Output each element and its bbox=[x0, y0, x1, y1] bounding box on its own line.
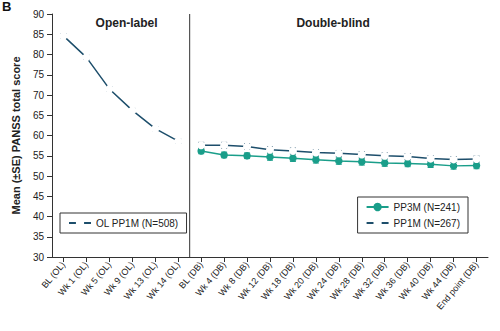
svg-text:Wk 1 (OL): Wk 1 (OL) bbox=[56, 259, 91, 298]
svg-text:Wk 14 (OL): Wk 14 (OL) bbox=[145, 260, 182, 302]
svg-text:45: 45 bbox=[33, 191, 45, 202]
svg-text:Wk 24 (DB): Wk 24 (DB) bbox=[305, 259, 343, 302]
svg-text:Wk 20 (DB): Wk 20 (DB) bbox=[282, 259, 320, 302]
svg-text:50: 50 bbox=[33, 171, 45, 182]
svg-text:Double-blind: Double-blind bbox=[296, 16, 369, 30]
svg-text:Wk 32 (DB): Wk 32 (DB) bbox=[351, 259, 389, 302]
svg-text:Wk 8 (DB): Wk 8 (DB) bbox=[216, 259, 251, 298]
svg-text:Wk 44 (DB): Wk 44 (DB) bbox=[419, 259, 458, 302]
svg-text:B: B bbox=[2, 0, 11, 14]
svg-text:85: 85 bbox=[33, 29, 45, 40]
svg-text:Wk 18 (DB): Wk 18 (DB) bbox=[259, 259, 297, 302]
svg-text:BL (DB): BL (DB) bbox=[177, 259, 205, 291]
svg-text:End point (DB): End point (DB) bbox=[435, 260, 481, 312]
svg-text:Wk 28 (DB): Wk 28 (DB) bbox=[328, 259, 366, 302]
svg-text:80: 80 bbox=[33, 49, 45, 60]
svg-text:Wk 5 (OL): Wk 5 (OL) bbox=[79, 259, 114, 298]
svg-text:30: 30 bbox=[33, 252, 45, 263]
svg-text:PP1M (N=267): PP1M (N=267) bbox=[394, 218, 460, 229]
svg-text:90: 90 bbox=[33, 9, 45, 20]
svg-text:70: 70 bbox=[33, 90, 45, 101]
svg-text:35: 35 bbox=[33, 231, 45, 242]
svg-text:Open-label: Open-label bbox=[96, 16, 158, 30]
svg-text:Wk 40 (DB): Wk 40 (DB) bbox=[396, 259, 435, 302]
svg-text:Wk 13 (OL): Wk 13 (OL) bbox=[121, 259, 160, 302]
svg-text:40: 40 bbox=[33, 211, 45, 222]
svg-text:75: 75 bbox=[33, 69, 45, 80]
svg-text:Wk 4 (DB): Wk 4 (DB) bbox=[193, 259, 228, 298]
svg-text:65: 65 bbox=[33, 110, 45, 121]
svg-text:BL (OL): BL (OL) bbox=[39, 259, 68, 291]
svg-text:Wk 36 (DB): Wk 36 (DB) bbox=[373, 259, 412, 302]
svg-text:PP3M (N=241): PP3M (N=241) bbox=[394, 202, 460, 213]
svg-text:Wk 12 (DB): Wk 12 (DB) bbox=[236, 259, 274, 302]
svg-text:OL PP1M (N=508): OL PP1M (N=508) bbox=[96, 218, 178, 229]
svg-text:Mean (±SE) PANSS total score: Mean (±SE) PANSS total score bbox=[10, 56, 22, 214]
svg-text:60: 60 bbox=[33, 130, 45, 141]
svg-text:55: 55 bbox=[33, 150, 45, 161]
svg-text:Wk 9 (OL): Wk 9 (OL) bbox=[102, 259, 137, 298]
